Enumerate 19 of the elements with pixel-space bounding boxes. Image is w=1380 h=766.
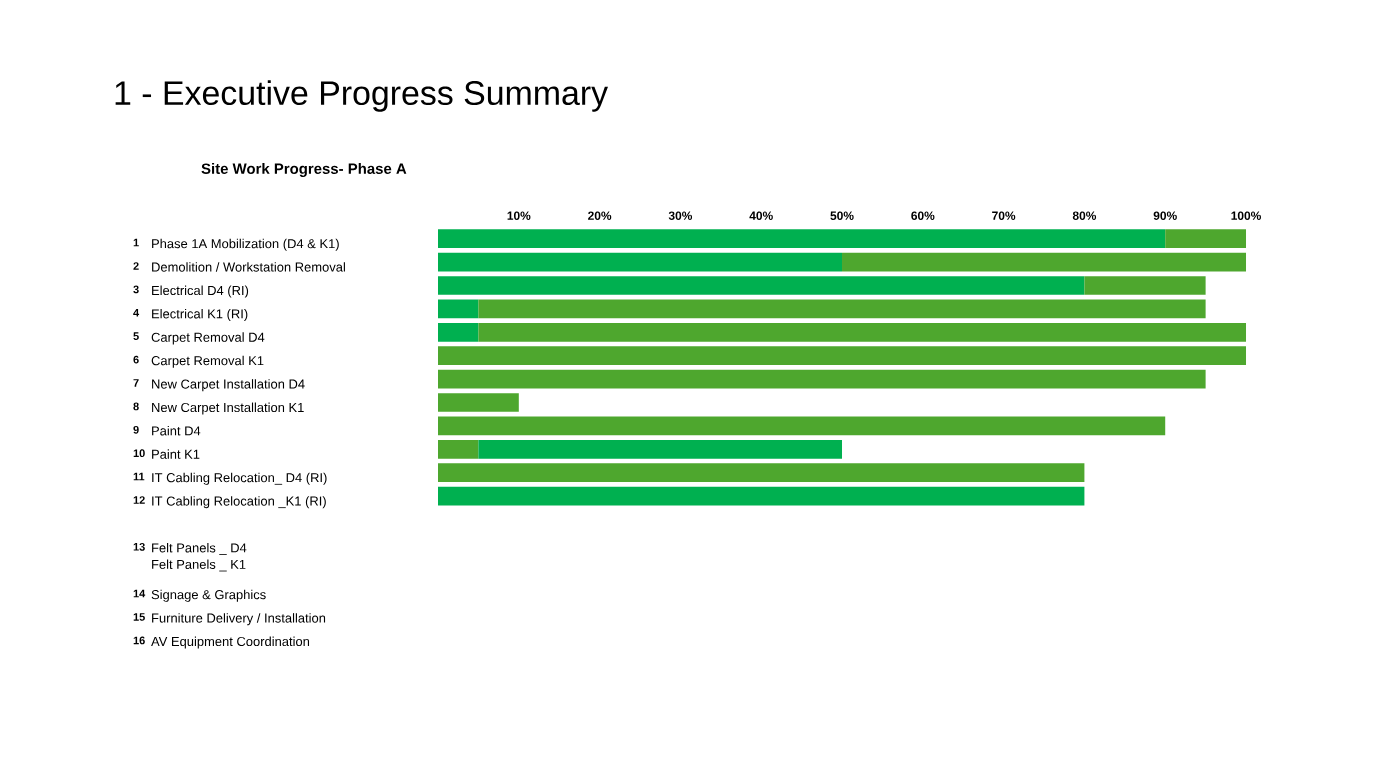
- bar: [478, 322, 1247, 342]
- bar: [438, 369, 1206, 389]
- bar: [438, 346, 1247, 366]
- bar: [478, 439, 843, 459]
- bar: [438, 486, 1085, 506]
- bar: [438, 393, 519, 412]
- bar: [438, 439, 479, 459]
- bar: [438, 416, 1166, 436]
- bar: [438, 276, 1085, 295]
- bar: [1165, 229, 1247, 249]
- bar: [438, 322, 479, 342]
- bar: [438, 252, 843, 272]
- chart-title: 1 - Executive Progress Summary: [115, 80, 608, 112]
- bar: [438, 463, 1085, 483]
- bar: [438, 299, 479, 319]
- bar: [1084, 276, 1206, 295]
- bar: [478, 299, 1206, 319]
- bar: [438, 229, 1166, 249]
- bar: [842, 252, 1247, 272]
